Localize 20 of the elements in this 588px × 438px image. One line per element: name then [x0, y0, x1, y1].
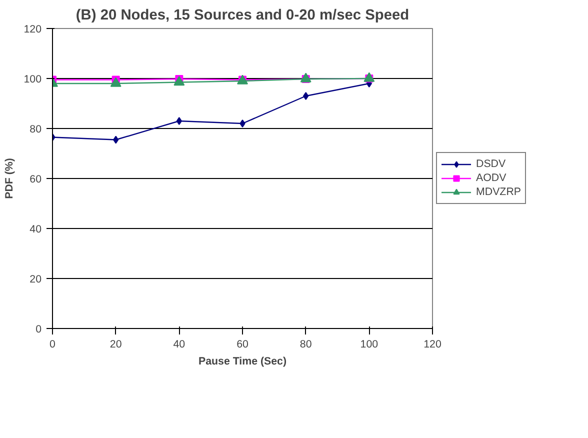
x-tick-label: 120 [424, 338, 442, 350]
x-tick-label: 20 [110, 338, 122, 350]
y-tick-label: 100 [24, 74, 42, 86]
y-tick-label: 60 [30, 174, 42, 186]
x-axis-title: Pause Time (Sec) [198, 356, 287, 368]
y-tick-label: 0 [36, 324, 42, 336]
y-tick-label: 120 [24, 24, 42, 36]
chart-title: (B) 20 Nodes, 15 Sources and 0-20 m/sec Speed [76, 8, 410, 24]
y-tick-label: 20 [30, 274, 42, 286]
x-tick-label: 100 [360, 338, 378, 350]
y-axis-title: PDF (%) [4, 158, 16, 199]
x-tick-label: 0 [50, 338, 56, 350]
legend-label: MDVZRP [476, 185, 521, 199]
x-tick-label: 80 [300, 338, 312, 350]
y-tick-label: 40 [30, 224, 42, 236]
x-tick-label: 40 [173, 338, 186, 350]
legend-label: DSDV [476, 157, 506, 171]
y-tick-label: 80 [30, 124, 42, 136]
legend-label: AODV [476, 171, 506, 185]
x-tick-label: 60 [236, 338, 248, 350]
